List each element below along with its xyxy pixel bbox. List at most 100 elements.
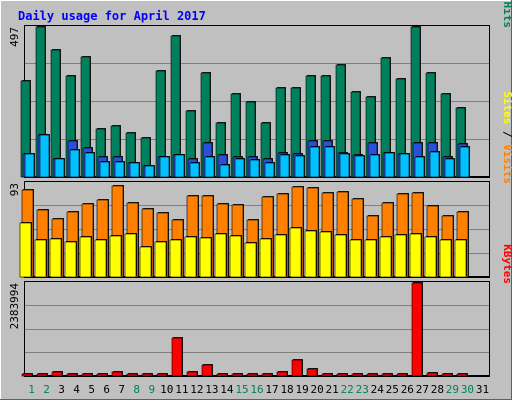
bar-sites-day-22: [334, 234, 347, 278]
legend-separator: /: [501, 124, 512, 144]
x-tick-label: 16: [250, 383, 263, 396]
chart-title: Daily usage for April 2017: [18, 9, 206, 23]
x-tick-label: 7: [118, 383, 125, 396]
bar-pages-day-7: [114, 161, 125, 178]
panel-visits-sites: 93 Sites / Visits: [8, 91, 512, 278]
bar-sites-day-20: [304, 230, 317, 278]
x-tick-label: 18: [280, 383, 293, 396]
bar-kbytes-day-28: [426, 372, 438, 377]
legend-separator: /: [501, 0, 512, 2]
bar-sites-day-3: [49, 238, 62, 278]
x-tick-label: 23: [356, 383, 369, 396]
bar-sites-day-30: [454, 239, 467, 278]
bar-pages-day-12: [189, 162, 200, 178]
bar-kbytes-day-5: [81, 373, 93, 377]
bar-kbytes-day-30: [456, 373, 468, 377]
x-tick-label: 19: [295, 383, 308, 396]
bar-pages-day-10: [159, 156, 170, 178]
bar-pages-day-8: [129, 162, 140, 178]
bar-sites-day-18: [274, 234, 287, 278]
bar-sites-day-29: [439, 239, 452, 278]
panel-hits-files-pages: 497 Pages / Files / Hits: [8, 0, 512, 178]
x-tick-label: 8: [133, 383, 140, 396]
x-tick-label: 1: [28, 383, 35, 396]
bar-sites-day-5: [79, 236, 92, 278]
bar-pages-day-29: [444, 158, 455, 178]
bar-sites-day-1: [19, 222, 32, 278]
bar-sites-day-2: [34, 239, 47, 278]
x-tick-label: 15: [235, 383, 248, 396]
y-max-label: 93: [8, 183, 21, 196]
bar-kbytes-day-9: [141, 373, 153, 377]
bar-sites-day-14: [214, 233, 227, 278]
bar-pages-day-21: [324, 146, 335, 178]
bar-pages-day-22: [339, 153, 350, 178]
bar-pages-day-28: [429, 151, 440, 178]
legend-hits: Hits: [501, 2, 512, 29]
bar-sites-day-13: [199, 237, 212, 278]
bar-sites-day-12: [184, 236, 197, 278]
bar-pages-day-20: [309, 146, 320, 178]
bar-pages-day-5: [84, 152, 95, 178]
bar-kbytes-day-1: [21, 373, 33, 377]
bar-pages-day-16: [249, 159, 260, 178]
series-legend: KBytes: [501, 244, 512, 284]
bar-hits-day-3: [50, 49, 61, 178]
panel-kbytes: 2383994 KBytes: [8, 244, 512, 377]
bar-pages-day-26: [399, 153, 410, 178]
bar-pages-day-24: [369, 154, 380, 178]
bar-kbytes-day-3: [51, 371, 63, 377]
bar-sites-day-25: [379, 236, 392, 278]
bar-kbytes-day-27: [411, 282, 423, 377]
x-tick-label: 4: [73, 383, 80, 396]
x-tick-label: 26: [401, 383, 414, 396]
y-max-label: 2383994: [8, 283, 21, 330]
bar-pages-day-30: [459, 146, 470, 178]
x-tick-label: 17: [265, 383, 278, 396]
bar-pages-day-23: [354, 155, 365, 178]
bar-kbytes-day-22: [336, 373, 348, 377]
bar-sites-day-4: [64, 241, 77, 278]
bar-sites-day-21: [319, 231, 332, 278]
x-tick-label: 30: [461, 383, 474, 396]
x-tick-label: 12: [190, 383, 203, 396]
bar-kbytes-day-19: [291, 359, 303, 377]
x-tick-label: 11: [175, 383, 188, 396]
bar-sites-day-26: [394, 234, 407, 278]
bar-pages-day-14: [219, 164, 230, 178]
x-tick-label: 2: [43, 383, 50, 396]
bar-pages-day-19: [294, 155, 305, 178]
x-tick-label: 28: [431, 383, 444, 396]
x-tick-label: 20: [311, 383, 324, 396]
bar-sites-day-28: [424, 236, 437, 278]
bar-kbytes-day-26: [396, 373, 408, 377]
bar-pages-day-2: [39, 134, 50, 178]
x-tick-label: 24: [371, 383, 385, 396]
bar-sites-day-7: [109, 235, 122, 278]
bar-kbytes-day-10: [156, 373, 168, 377]
x-tick-label: 29: [446, 383, 459, 396]
x-tick-label: 14: [220, 383, 234, 396]
bar-kbytes-day-23: [351, 373, 363, 377]
bar-kbytes-day-14: [216, 373, 228, 377]
bar-sites-day-24: [364, 239, 377, 278]
plot-area: 497Pages / Files / Hits 93 Sites / Visits 2…: [8, 0, 512, 396]
bar-pages-day-17: [264, 162, 275, 178]
bar-pages-day-27: [414, 156, 425, 178]
bar-sites-day-19: [289, 227, 302, 278]
x-tick-label: 21: [326, 383, 339, 396]
bar-sites-day-23: [349, 239, 362, 278]
x-tick-label: 27: [416, 383, 429, 396]
x-tick-label: 13: [205, 383, 218, 396]
bar-sites-day-9: [139, 246, 152, 278]
series-legend: Sites / Visits: [501, 91, 512, 184]
bar-pages-day-4: [69, 149, 80, 178]
bar-pages-day-11: [174, 154, 185, 178]
bar-kbytes-day-6: [96, 373, 108, 377]
bar-kbytes-day-25: [381, 373, 393, 377]
bar-pages-day-1: [24, 153, 35, 178]
x-tick-label: 10: [160, 383, 173, 396]
bar-sites-day-10: [154, 241, 167, 278]
bar-pages-day-13: [204, 156, 215, 178]
